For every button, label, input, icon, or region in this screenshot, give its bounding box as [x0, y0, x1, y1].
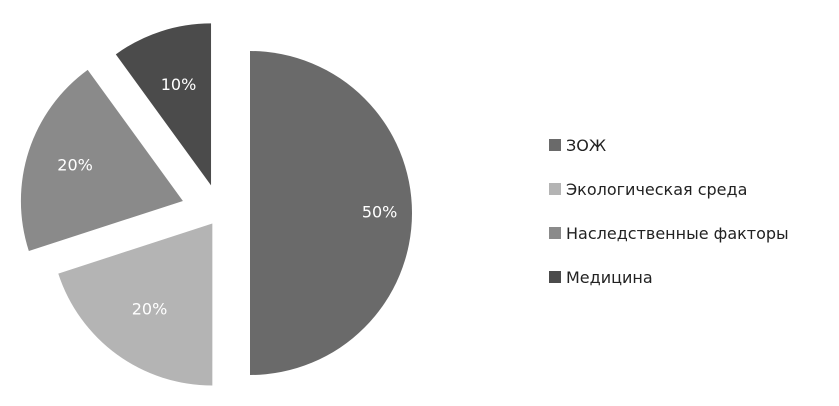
chart-legend: ЗОЖ Экологическая среда Наследственные фак… [549, 134, 789, 310]
slice-data-label: 10% [161, 75, 197, 94]
legend-item: ЗОЖ [549, 134, 789, 156]
pie-slice [115, 23, 212, 186]
pie-slice [250, 51, 412, 375]
legend-swatch [549, 139, 561, 151]
legend-item: Наследственные факторы [549, 222, 789, 244]
slice-data-label: 50% [362, 203, 398, 222]
legend-swatch [549, 183, 561, 195]
legend-item: Медицина [549, 266, 789, 288]
legend-label: Наследственные факторы [566, 223, 789, 243]
legend-item: Экологическая среда [549, 178, 789, 200]
legend-label: Медицина [566, 267, 653, 287]
legend-label: ЗОЖ [566, 135, 607, 155]
slice-labels: 50% 20% 20% 10% [57, 75, 397, 319]
pie-slices [20, 23, 412, 386]
slice-data-label: 20% [57, 155, 93, 174]
pie-slice [58, 223, 213, 386]
slice-data-label: 20% [132, 300, 168, 319]
pie-slice [20, 69, 183, 252]
legend-label: Экологическая среда [566, 179, 748, 199]
legend-swatch [549, 271, 561, 283]
legend-swatch [549, 227, 561, 239]
